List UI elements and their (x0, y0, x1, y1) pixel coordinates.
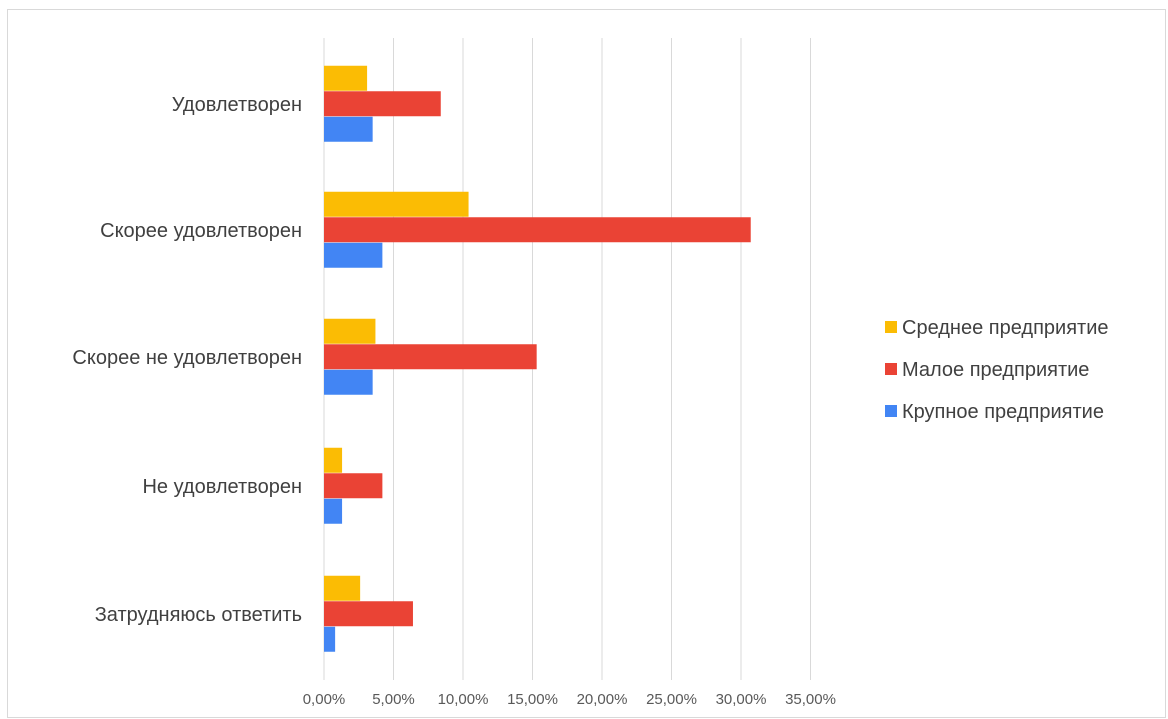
x-tick-label: 10,00% (438, 691, 489, 708)
category-label: Затрудняюсь ответить (95, 604, 302, 626)
bar (324, 242, 383, 268)
x-tick-label: 5,00% (372, 691, 415, 708)
x-axis-tick-labels: 0,00% 5,00% 10,00% 15,00% 20,00% 25,00% 30,00%… (303, 691, 836, 708)
legend-label: Малое предприятие (902, 359, 1089, 381)
bar (324, 473, 383, 499)
legend-label: Крупное предприятие (902, 401, 1104, 423)
x-tick-label: 15,00% (507, 691, 558, 708)
bar (324, 626, 336, 652)
bars (324, 65, 751, 652)
legend-label: Среднее предприятие (902, 317, 1108, 339)
bar (324, 318, 376, 344)
legend-swatch (885, 405, 897, 417)
bar (324, 447, 343, 473)
gridlines (323, 38, 811, 680)
x-tick-label: 20,00% (577, 691, 628, 708)
bar (324, 65, 368, 91)
category-label: Скорее удовлетворен (100, 220, 302, 242)
bar (324, 191, 469, 217)
x-tick-label: 35,00% (785, 691, 836, 708)
bar (324, 91, 441, 117)
category-label: Скорее не удовлетворен (72, 347, 302, 369)
legend-swatch (885, 321, 897, 333)
x-tick-label: 0,00% (303, 691, 346, 708)
bar (324, 369, 373, 395)
legend-swatch (885, 363, 897, 375)
category-labels: Удовлетворен Скорее удовлетворен Скорее не… (72, 94, 302, 626)
legend: Среднее предприятие Малое предприятие Круп… (885, 317, 1108, 423)
chart-frame (7, 9, 1166, 718)
bar (324, 344, 537, 370)
bar (324, 116, 373, 142)
bar (324, 498, 343, 524)
bar (324, 575, 361, 601)
bar (324, 217, 751, 243)
category-label: Не удовлетворен (142, 476, 302, 498)
bar (324, 601, 413, 627)
x-tick-label: 25,00% (646, 691, 697, 708)
x-tick-label: 30,00% (716, 691, 767, 708)
category-label: Удовлетворен (172, 94, 302, 116)
